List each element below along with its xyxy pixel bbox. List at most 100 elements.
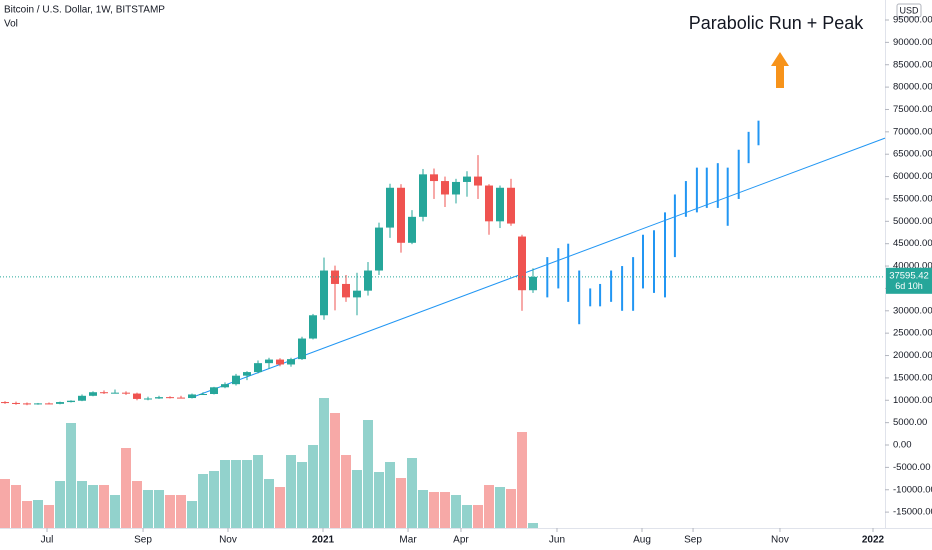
candle-body xyxy=(44,403,53,405)
candle-body xyxy=(121,392,130,394)
y-tick-label: 95000.00 xyxy=(893,15,932,26)
candle-body xyxy=(165,397,174,399)
volume-bar xyxy=(87,485,98,528)
volume-bar xyxy=(494,487,505,528)
volume-bar xyxy=(98,485,109,528)
candle-body xyxy=(33,403,42,405)
candle-body xyxy=(55,402,64,404)
x-tick-label: Sep xyxy=(134,535,152,546)
last-price-box xyxy=(886,267,932,294)
candle-body xyxy=(198,394,207,396)
candle-body xyxy=(275,359,284,365)
candle-body xyxy=(352,290,361,298)
volume-bar xyxy=(175,495,186,528)
volume-bar xyxy=(219,460,230,528)
candle-body xyxy=(143,398,152,400)
y-tick-label: 65000.00 xyxy=(893,149,932,160)
volume-bar xyxy=(384,462,395,528)
y-tick-label: 50000.00 xyxy=(893,216,932,227)
volume-bar xyxy=(483,485,494,528)
y-tick-label: 25000.00 xyxy=(893,328,932,339)
volume-bar xyxy=(318,398,329,528)
candle-body xyxy=(363,270,372,291)
volume-bar xyxy=(241,460,252,528)
candle-body xyxy=(319,270,328,316)
candle-body xyxy=(429,174,438,182)
candle-body xyxy=(264,359,273,364)
volume-bar xyxy=(274,487,285,528)
y-tick-label: 10000.00 xyxy=(893,395,932,406)
candle-body xyxy=(396,187,405,243)
volume-bar xyxy=(527,523,538,528)
volume-bar xyxy=(252,455,263,528)
volume-bar xyxy=(109,495,120,528)
candle-body xyxy=(385,187,394,228)
volume-bar xyxy=(395,478,406,528)
volume-bar xyxy=(120,448,131,528)
last-price-label: 37595.42 xyxy=(889,270,929,281)
volume-bar xyxy=(186,501,197,528)
y-tick-label: 45000.00 xyxy=(893,238,932,249)
x-tick-label: 2022 xyxy=(862,535,885,546)
candle-body xyxy=(330,270,339,284)
volume-bar xyxy=(32,500,43,528)
countdown: 6d 10h xyxy=(895,281,923,291)
y-tick-label: 60000.00 xyxy=(893,171,932,182)
candle-body xyxy=(110,392,119,394)
candle-body xyxy=(462,176,471,182)
y-tick-label: -15000.00 xyxy=(893,507,932,518)
candle-body xyxy=(209,387,218,395)
candle-body xyxy=(231,375,240,385)
candle-body xyxy=(187,394,196,399)
x-tick-label: Jul xyxy=(41,535,54,546)
volume-bar xyxy=(406,458,417,528)
volume-bar xyxy=(285,455,296,528)
volume-bar xyxy=(10,485,21,528)
trendline xyxy=(192,137,886,398)
volume-bar xyxy=(307,445,318,528)
annotation: Parabolic Run + Peak xyxy=(689,13,865,33)
y-tick-label: 40000.00 xyxy=(893,261,932,272)
volume-bar xyxy=(351,470,362,528)
candle-body xyxy=(253,363,262,373)
volume-bar xyxy=(230,460,241,528)
candle-body xyxy=(418,174,427,217)
x-tick-label: Jun xyxy=(549,535,565,546)
volume-bar xyxy=(505,489,516,528)
volume-bar xyxy=(329,413,340,528)
candle-body xyxy=(407,216,416,243)
candle-body xyxy=(517,236,526,291)
volume-bar xyxy=(54,481,65,528)
candle-body xyxy=(286,359,295,365)
candle-body xyxy=(66,400,75,403)
y-tick-label: 0.00 xyxy=(893,440,912,451)
candle-body xyxy=(451,181,460,195)
volume-bar xyxy=(373,472,384,528)
currency: USD xyxy=(899,5,919,15)
volume-bar xyxy=(65,423,76,528)
y-tick-label: -10000.00 xyxy=(893,484,932,495)
x-tick-label: Nov xyxy=(219,535,237,546)
volume-bar xyxy=(43,505,54,528)
candle-body xyxy=(473,176,482,186)
volume-bar xyxy=(142,490,153,528)
x-tick-label: 2021 xyxy=(312,535,335,546)
volume-bar xyxy=(197,474,208,528)
volume-bar xyxy=(439,492,450,528)
y-tick-label: 55000.00 xyxy=(893,193,932,204)
candle-body xyxy=(88,392,97,396)
volume-bar xyxy=(362,420,373,528)
candle-body xyxy=(0,402,9,404)
candle-body xyxy=(11,402,20,404)
volume-bar xyxy=(296,462,307,528)
x-tick-label: Sep xyxy=(684,535,702,546)
y-tick-label: 90000.00 xyxy=(893,37,932,48)
candle-body xyxy=(506,187,515,224)
candle-body xyxy=(220,384,229,388)
y-tick-label: 80000.00 xyxy=(893,82,932,93)
volume-label: Vol xyxy=(4,19,18,30)
y-tick-label: 15000.00 xyxy=(893,372,932,383)
candle-body xyxy=(297,338,306,360)
